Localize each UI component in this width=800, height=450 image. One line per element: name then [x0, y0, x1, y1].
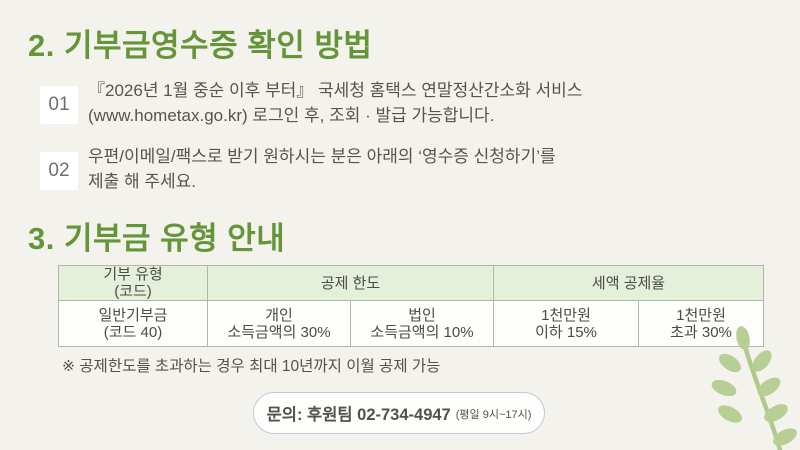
step-01-line2: (www.hometax.go.kr) 로그인 후, 조회 · 발급 가능합니다…: [88, 105, 495, 125]
cell-corporate-limit-line2: 소득금액의 10%: [370, 323, 474, 341]
step-02-badge: 02: [40, 152, 78, 190]
table-data-row: 일반기부금 (코드 40) 개인 소득금액의 30% 법인 소득금액의 10% …: [58, 300, 765, 347]
cell-corporate-limit-line1: 법인: [408, 306, 436, 324]
section3-title: 3. 기부금 유형 안내: [28, 221, 286, 256]
leaf-branch-decoration: [690, 325, 800, 450]
cell-credit-under-10m: 1천만원 이하 15%: [493, 300, 639, 347]
header-donation-type-line1: 기부 유형: [103, 266, 163, 283]
contact-hours-text: (평일 9시~17시): [455, 409, 532, 421]
cell-corporate-limit: 법인 소득금액의 10%: [350, 300, 494, 347]
cell-general-donation-line1: 일반기부금: [98, 306, 168, 324]
header-donation-type-line2: (코드): [114, 283, 152, 300]
contact-pill: 문의: 후원팀 02-734-4947 (평일 9시~17시): [253, 392, 545, 434]
step-02-line1: 우편/이메일/팩스로 받기 원하시는 분은 아래의 ‘영수증 신청하기’를: [88, 147, 556, 166]
carryover-note: ※ 공제한도를 초과하는 경우 최대 10년까지 이월 공제 가능: [62, 358, 441, 375]
cell-individual-limit-line1: 개인: [265, 306, 293, 324]
table-header-row: 기부 유형 (코드) 공제 한도 세액 공제율: [58, 265, 765, 301]
header-donation-type: 기부 유형 (코드): [58, 265, 208, 301]
cell-general-donation-line2: (코드 40): [103, 323, 163, 341]
step-02-line2: 제출 해 주세요.: [88, 171, 197, 191]
step-01-text: 『2026년 1월 중순 이후 부터』 국세청 홈택스 연말정산간소화 서비스 …: [88, 79, 582, 128]
donation-type-table: 기부 유형 (코드) 공제 한도 세액 공제율 일반기부금 (코드 40) 개인…: [58, 265, 765, 347]
header-tax-credit-rate: 세액 공제율: [492, 265, 765, 301]
section2-title: 2. 기부금영수증 확인 방법: [28, 28, 373, 63]
step-01-badge: 01: [40, 86, 78, 124]
contact-phone-text: 문의: 후원팀 02-734-4947: [266, 406, 451, 424]
step-02-text: 우편/이메일/팩스로 받기 원하시는 분은 아래의 ‘영수증 신청하기’를 제출…: [88, 145, 556, 194]
cell-credit-under-10m-line1: 1천만원: [541, 306, 591, 324]
cell-general-donation: 일반기부금 (코드 40): [58, 300, 208, 347]
cell-credit-over-10m-line2: 초과 30%: [670, 323, 732, 341]
cell-credit-over-10m-line1: 1천만원: [676, 306, 726, 324]
cell-credit-under-10m-line2: 이하 15%: [535, 323, 597, 341]
cell-credit-over-10m: 1천만원 초과 30%: [637, 300, 765, 347]
cell-individual-limit: 개인 소득금액의 30%: [207, 300, 351, 347]
step-01-line1: 『2026년 1월 중순 이후 부터』 국세청 홈택스 연말정산간소화 서비스: [88, 81, 583, 100]
cell-individual-limit-line2: 소득금액의 30%: [227, 323, 331, 341]
header-deduction-limit: 공제 한도: [207, 265, 494, 301]
leaf-branch-icon: [711, 326, 797, 450]
